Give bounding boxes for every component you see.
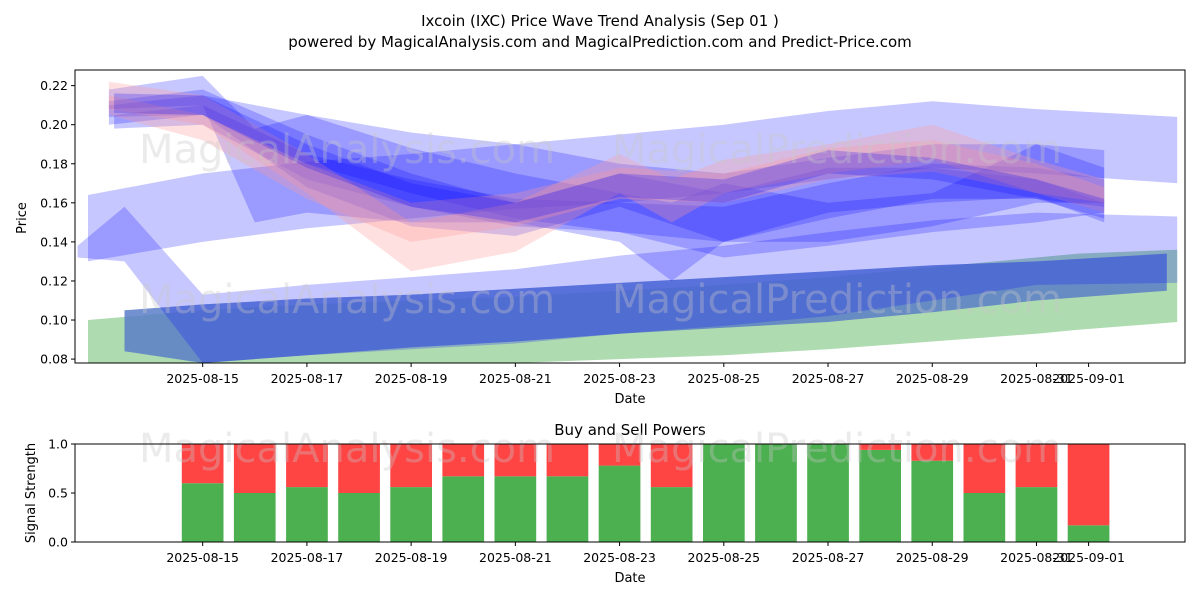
sell-bar <box>1015 444 1058 488</box>
buy-bar <box>859 449 901 542</box>
wave-band-blue <box>108 75 1105 282</box>
y-tick-label: 0.10 <box>40 313 68 328</box>
x-tick-label: 2025-08-25 <box>687 371 760 386</box>
x-tick-label: 2025-09-01 <box>1052 550 1125 565</box>
buy-bar <box>755 444 797 542</box>
x-tick-label: 2025-08-21 <box>479 550 552 565</box>
buy-bar <box>703 444 745 542</box>
signal-y-axis-label: Signal Strength <box>24 443 39 543</box>
price-x-axis-label: Date <box>614 392 645 407</box>
sell-bar <box>494 444 537 477</box>
buy-sell-title: Buy and Sell Powers <box>554 421 706 439</box>
wave-band-red <box>108 95 1105 242</box>
x-tick-label: 2025-08-31 <box>1000 371 1073 386</box>
watermark-text: MagicalAnalysis.com <box>139 426 555 472</box>
x-tick-label: 2025-08-15 <box>166 550 239 565</box>
wave-band-blue <box>114 93 1105 223</box>
y-tick-label: 0.22 <box>40 78 68 93</box>
wave-band-blue <box>114 105 1105 242</box>
sell-bar <box>338 444 380 493</box>
watermark-text: MagicalAnalysis.com <box>139 277 555 323</box>
y-tick-label: 0.20 <box>40 117 68 132</box>
wave-bands <box>77 75 1178 363</box>
wave-band-blue <box>108 95 1105 258</box>
wave-band-blue <box>77 206 1178 363</box>
signal-x-axis-label: Date <box>614 571 645 586</box>
buy-sell-plot: Buy and Sell Powers MagicalAnalysis.com … <box>24 421 1186 586</box>
buy-bar <box>650 487 693 542</box>
x-tick-label: 2025-08-27 <box>792 550 865 565</box>
buy-bar <box>807 444 849 542</box>
x-tick-label: 2025-08-23 <box>583 371 656 386</box>
y-tick-label: 0.16 <box>40 195 68 210</box>
y-tick-label: 0.08 <box>40 352 68 367</box>
x-tick-label: 2025-08-19 <box>375 550 448 565</box>
buy-bar <box>390 487 432 542</box>
sell-bar <box>963 444 1006 493</box>
sell-bar <box>181 444 224 484</box>
buy-bar <box>546 476 589 542</box>
x-tick-label: 2025-08-23 <box>583 550 656 565</box>
watermark-text: MagicalPrediction.com <box>612 426 1062 472</box>
watermark-text: MagicalAnalysis.com <box>139 127 555 173</box>
price-plot-frame <box>74 69 1186 364</box>
x-tick-label: 2025-08-17 <box>271 371 344 386</box>
signal-axes: 0.0 0.5 1.0 2025-08-15 2025-08-17 2025-08-19 2… <box>48 437 1186 565</box>
x-tick-label: 2025-08-21 <box>479 371 552 386</box>
y-tick-label: 0.18 <box>40 156 68 171</box>
y-tick-label: 0.5 <box>48 486 68 501</box>
wave-band-steel <box>124 253 1167 363</box>
sell-bar <box>598 444 641 466</box>
y-tick-label: 0.0 <box>48 535 68 550</box>
sell-bar <box>546 444 589 477</box>
x-tick-label: 2025-08-29 <box>896 371 969 386</box>
chart-subtitle: powered by MagicalAnalysis.com and Magic… <box>288 33 912 51</box>
buy-bar <box>911 460 954 542</box>
x-tick-label: 2025-08-31 <box>1000 550 1073 565</box>
sell-bar <box>859 444 901 450</box>
buy-bar <box>598 465 641 542</box>
sell-bar <box>911 444 954 461</box>
buy-bar <box>494 476 537 542</box>
sell-bar <box>650 444 693 488</box>
wave-band-red <box>108 81 1105 272</box>
x-tick-label: 2025-08-17 <box>271 550 344 565</box>
x-tick-label: 2025-08-27 <box>792 371 865 386</box>
buy-bar <box>286 487 328 542</box>
chart-title: Ixcoin (IXC) Price Wave Trend Analysis (… <box>421 12 779 30</box>
x-tick-label: 2025-08-25 <box>687 550 760 565</box>
sell-bar <box>286 444 328 488</box>
x-tick-label: 2025-08-15 <box>166 371 239 386</box>
buy-bar <box>963 493 1006 542</box>
x-tick-label: 2025-08-19 <box>375 371 448 386</box>
sell-bar <box>233 444 276 493</box>
buy-sell-bars <box>181 444 1110 542</box>
price-axes: 0.08 0.10 0.12 0.14 0.16 0.18 0.20 0.22 2025-08-… <box>40 69 1186 386</box>
x-tick-label: 2025-08-29 <box>896 550 969 565</box>
x-tick-label: 2025-09-01 <box>1052 371 1125 386</box>
sell-bar <box>1067 444 1110 526</box>
buy-bar <box>233 493 276 542</box>
buy-bar <box>1067 525 1110 542</box>
y-tick-label: 0.14 <box>40 234 68 249</box>
y-tick-label: 0.12 <box>40 273 68 288</box>
buy-bar <box>338 493 380 542</box>
wave-band-blue <box>108 89 1105 242</box>
price-wave-plot: MagicalAnalysis.com MagicalPrediction.co… <box>15 69 1186 407</box>
sell-bar <box>442 444 485 477</box>
sell-bar <box>390 444 432 488</box>
buy-bar <box>1015 487 1058 542</box>
wave-band-blue <box>88 101 1178 262</box>
watermark-text: MagicalPrediction.com <box>612 127 1062 173</box>
buy-bar <box>181 483 224 542</box>
buy-bar <box>442 476 485 542</box>
y-tick-label: 1.0 <box>48 437 68 452</box>
price-y-axis-label: Price <box>15 202 30 234</box>
watermark-text: MagicalPrediction.com <box>612 277 1062 323</box>
